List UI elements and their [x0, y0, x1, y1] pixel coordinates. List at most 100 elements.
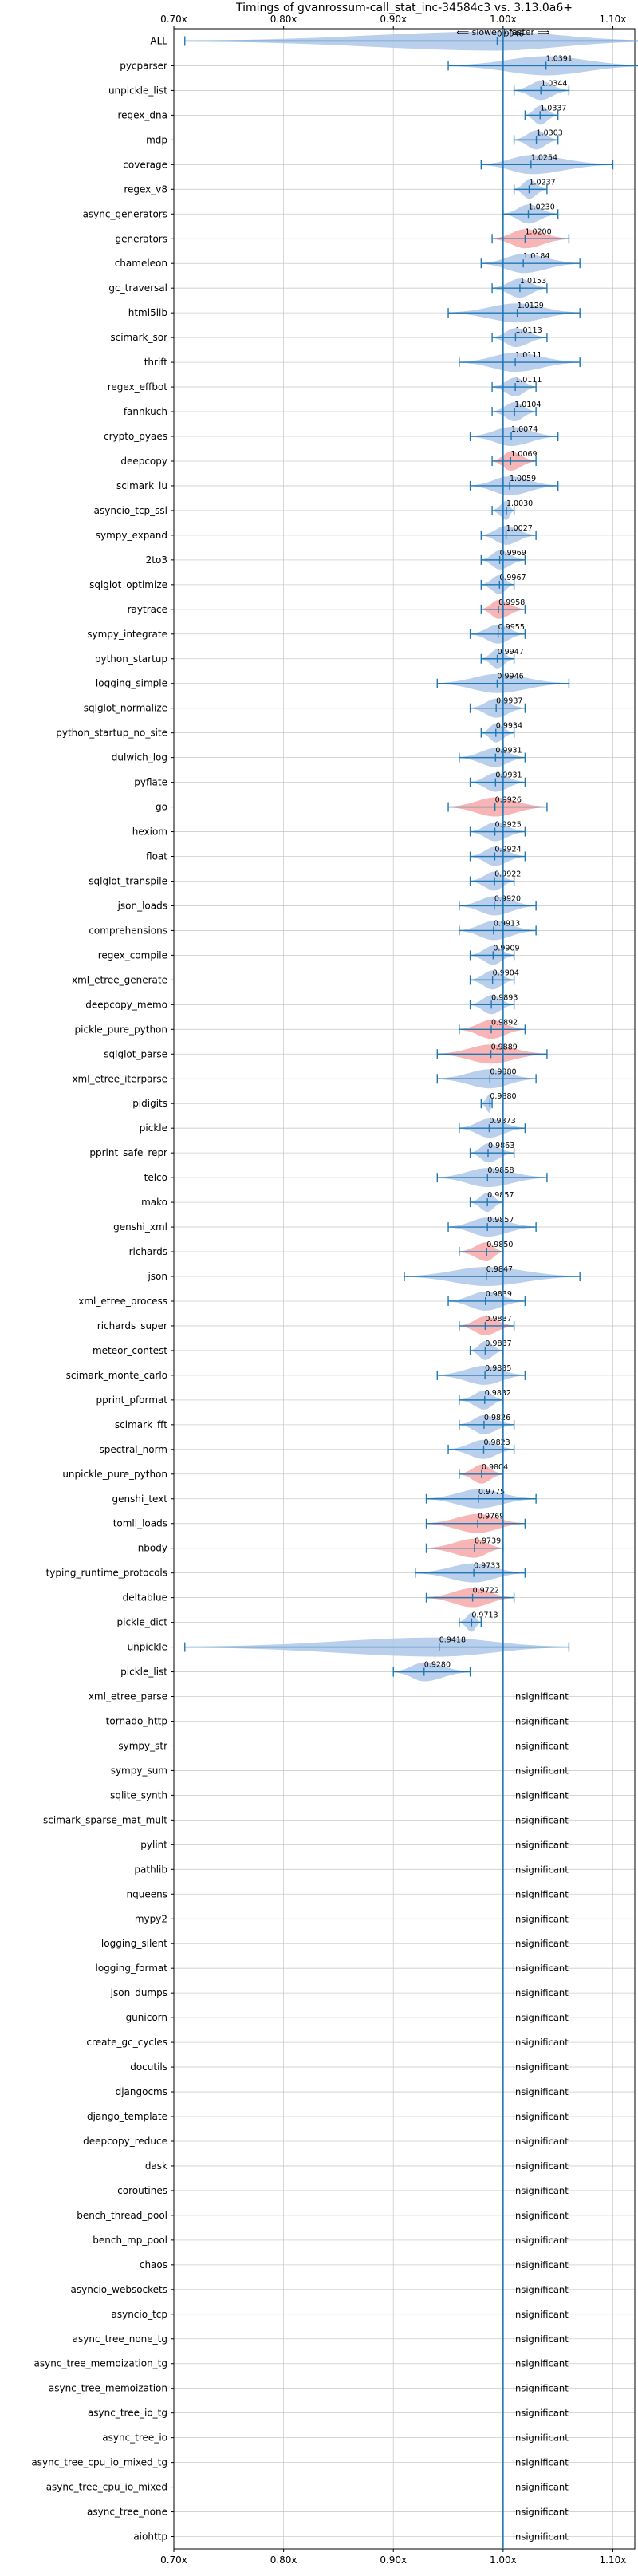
benchmark-label: regex_dna	[117, 109, 167, 120]
benchmark-label: async_tree_io	[102, 2432, 167, 2444]
benchmark-label: json	[147, 1271, 167, 1282]
benchmark-label: richards	[129, 1246, 167, 1257]
value-label: 1.0254	[531, 153, 557, 162]
value-label: 1.0104	[514, 400, 541, 409]
benchmark-label: pylint	[140, 1839, 167, 1850]
benchmark-label: asyncio_websockets	[71, 2284, 167, 2295]
x-tick-label-top: 0.70x	[160, 14, 187, 25]
direction-hint: ⟸ slower | faster ⟹	[456, 27, 549, 37]
benchmark-label: generators	[115, 233, 167, 244]
value-label: 1.0237	[529, 178, 555, 187]
value-label: 0.9804	[482, 1463, 508, 1472]
benchmark-label: unpickle_pure_python	[62, 1469, 167, 1480]
benchmark-label: json_dumps	[110, 1987, 167, 1998]
benchmark-label: asyncio_tcp	[111, 2309, 167, 2320]
value-label: 0.9280	[424, 1661, 451, 1670]
value-label: 0.9913	[494, 919, 520, 928]
value-label: 0.9823	[483, 1438, 510, 1447]
value-label: 0.9837	[485, 1315, 511, 1324]
benchmark-label: ALL	[150, 35, 167, 46]
benchmark-label: unpickle	[128, 1642, 167, 1653]
value-label: 0.9847	[486, 1265, 513, 1274]
value-label: 0.9934	[496, 722, 522, 731]
benchmark-label: pycparser	[120, 60, 167, 71]
benchmark-label: sqlite_synth	[110, 1789, 167, 1801]
benchmark-label: docutils	[130, 2061, 167, 2073]
value-label: 0.9889	[491, 1043, 518, 1051]
benchmark-label: mako	[141, 1197, 167, 1208]
benchmark-label: dask	[145, 2160, 167, 2172]
insignificant-label: insignificant	[513, 2210, 569, 2221]
benchmark-label: sqlglot_parse	[104, 1048, 167, 1059]
benchmark-label: pickle_pure_python	[75, 1024, 167, 1035]
benchmark-label: sympy_sum	[111, 1765, 167, 1776]
value-label: 0.9733	[474, 1562, 500, 1571]
value-label: 1.0111	[515, 376, 542, 385]
value-label: 1.0337	[540, 104, 566, 112]
benchmark-label: regex_effbot	[108, 381, 168, 393]
value-label: 0.9769	[478, 1513, 504, 1521]
value-label: 0.9947	[498, 648, 524, 657]
benchmark-label: typing_runtime_protocols	[46, 1568, 167, 1579]
x-tick-label-top: 0.90x	[380, 14, 407, 25]
insignificant-label: insignificant	[513, 2160, 569, 2172]
value-label: 0.9937	[496, 697, 522, 706]
benchmark-label: json_loads	[117, 900, 167, 911]
benchmark-label: async_tree_none	[87, 2507, 167, 2518]
benchmark-label: sympy_str	[118, 1740, 167, 1751]
benchmark-label: python_startup_no_site	[56, 728, 167, 739]
insignificant-label: insignificant	[513, 2012, 569, 2023]
benchmark-label: gunicorn	[126, 2012, 167, 2023]
insignificant-label: insignificant	[513, 2432, 569, 2444]
insignificant-label: insignificant	[513, 2531, 569, 2542]
benchmark-label: nbody	[138, 1543, 167, 1554]
benchmark-label: logging_format	[95, 1963, 167, 1974]
value-label: 0.9850	[486, 1241, 513, 1249]
insignificant-label: insignificant	[513, 2111, 569, 2122]
value-label: 0.9837	[485, 1339, 511, 1348]
benchmark-label: regex_v8	[124, 183, 167, 195]
value-label: 0.9920	[494, 894, 521, 903]
insignificant-label: insignificant	[513, 1864, 569, 1875]
value-label: 1.0129	[518, 302, 544, 310]
value-label: 0.9904	[493, 968, 519, 977]
benchmark-label: chameleon	[115, 258, 167, 269]
insignificant-label: insignificant	[513, 1987, 569, 1998]
x-tick-label-bottom: 0.80x	[270, 2554, 297, 2566]
benchmark-label: xml_etree_process	[78, 1296, 167, 1307]
value-label: 0.9909	[493, 944, 519, 953]
value-label: 0.9926	[495, 796, 522, 805]
value-label: 0.9931	[495, 771, 522, 780]
value-label: 0.9873	[489, 1117, 515, 1126]
x-tick-label-bottom: 0.70x	[160, 2554, 187, 2566]
benchmark-label: mdp	[146, 134, 167, 145]
plot-area	[174, 29, 635, 2549]
benchmark-label: pickle	[140, 1122, 167, 1134]
value-label: 0.9418	[439, 1636, 466, 1645]
benchmark-label: aiohttp	[133, 2531, 167, 2542]
benchmark-label: bench_thread_pool	[77, 2210, 167, 2221]
benchmark-label: sympy_expand	[96, 530, 167, 541]
chart-title: Timings of gvanrossum-call_stat_inc-3458…	[235, 2, 573, 14]
benchmark-label: async_tree_none_tg	[73, 2333, 167, 2345]
x-tick-label-top: 1.10x	[600, 14, 627, 25]
value-label: 0.9946	[497, 673, 523, 681]
value-label: 1.0027	[506, 524, 533, 533]
insignificant-label: insignificant	[513, 2037, 569, 2048]
x-tick-label-top: 0.80x	[270, 14, 297, 25]
benchmark-label: django_template	[87, 2111, 167, 2122]
benchmark-label: spectral_norm	[99, 1444, 167, 1455]
value-label: 1.0344	[541, 79, 567, 88]
benchmark-label: hexiom	[132, 826, 167, 838]
insignificant-label: insignificant	[513, 2408, 569, 2419]
benchmark-label: async_tree_memoization_tg	[34, 2358, 167, 2369]
insignificant-label: insignificant	[513, 1740, 569, 1751]
benchmark-label: async_generators	[83, 208, 167, 219]
benchmark-label: async_tree_memoization	[49, 2383, 167, 2394]
value-label: 1.0111	[515, 351, 542, 360]
value-label: 0.9832	[485, 1389, 511, 1398]
value-label: 0.9931	[495, 747, 522, 755]
value-label: 0.9893	[491, 993, 518, 1002]
plot-frame	[173, 28, 636, 2550]
